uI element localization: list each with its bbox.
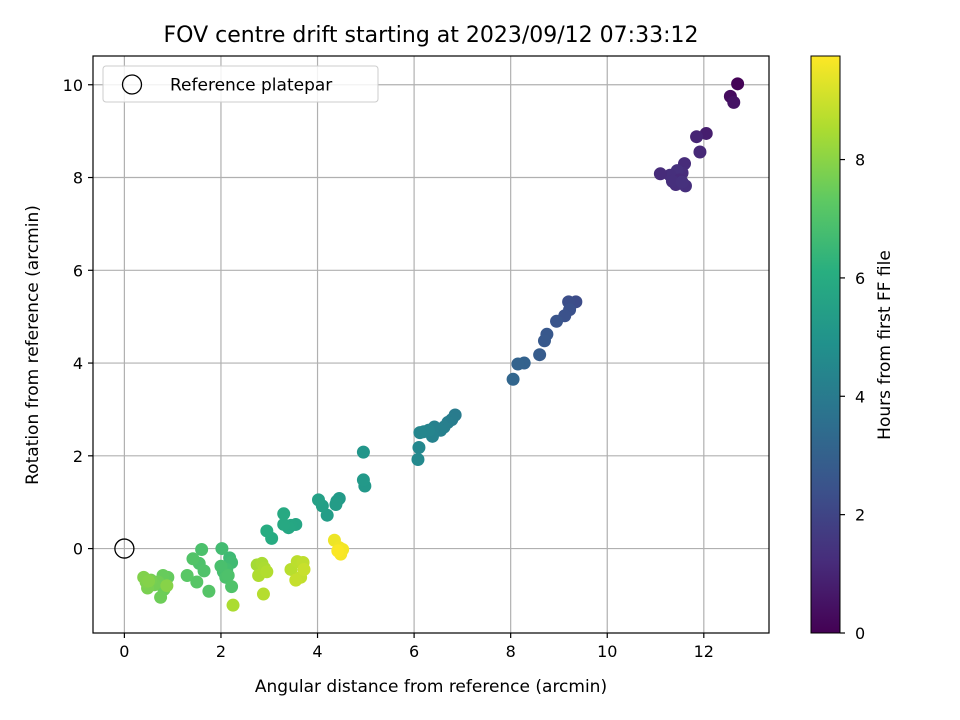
colorbar-tick-label: 4 (855, 387, 865, 406)
x-tick-label: 10 (597, 642, 617, 661)
scatter-point (214, 559, 228, 573)
scatter-point (256, 587, 270, 601)
scatter-point (202, 584, 216, 598)
scatter-point (277, 517, 291, 531)
scatter-point (154, 590, 168, 604)
scatter-point (329, 498, 343, 512)
scatter-point (180, 568, 194, 582)
scatter-point (197, 564, 211, 578)
scatter-point (731, 77, 745, 91)
scatter-point (413, 426, 427, 440)
scatter-point (311, 493, 325, 507)
scatter-point (411, 453, 425, 467)
legend: Reference platepar (102, 65, 379, 103)
x-tick-label: 4 (312, 642, 322, 661)
scatter-point (277, 507, 291, 521)
scatter-point (221, 568, 235, 582)
scatter-point (506, 372, 520, 386)
x-tick-label: 0 (119, 642, 129, 661)
scatter-point (665, 174, 679, 188)
y-axis-ticks: 0 2 4 6 8 10 (63, 76, 93, 559)
colorbar-tick-label: 6 (855, 269, 865, 288)
y-tick-label: 10 (63, 76, 83, 95)
y-tick-label: 0 (73, 540, 83, 559)
scatter-point (195, 543, 209, 557)
chart-title: FOV centre drift starting at 2023/09/12 … (164, 23, 699, 48)
scatter-point (412, 440, 426, 454)
scatter-point (142, 574, 156, 588)
scatter-point (511, 357, 525, 371)
scatter-point (289, 573, 303, 587)
y-axis-label: Rotation from reference (arcmin) (23, 205, 43, 485)
x-tick-label: 2 (216, 642, 226, 661)
colorbar-label: Hours from first FF file (875, 250, 895, 440)
y-tick-label: 6 (73, 261, 83, 280)
scatter-point (331, 544, 345, 558)
scatter-point (693, 145, 707, 159)
x-tick-label: 12 (694, 642, 714, 661)
scatter-point (260, 565, 274, 579)
legend-box (102, 65, 379, 103)
scatter-point (533, 348, 547, 362)
plot-area-frame (92, 55, 770, 634)
x-tick-label: 8 (506, 642, 516, 661)
scatter-point (550, 314, 564, 328)
reference-platepar-point (114, 538, 135, 559)
scatter-point (537, 334, 551, 348)
scatter-point (186, 552, 200, 566)
x-tick-label: 6 (409, 642, 419, 661)
y-tick-label: 8 (73, 169, 83, 188)
scatter-point (215, 542, 229, 556)
x-axis-label: Angular distance from reference (arcmin) (255, 677, 607, 697)
scatter-point (226, 598, 240, 612)
scatter-point (356, 445, 370, 459)
colorbar-gradient (810, 55, 841, 634)
scatter-point (190, 575, 204, 589)
colorbar-tick-label: 8 (855, 151, 865, 170)
legend-marker-open-circle (121, 74, 143, 95)
scatter-point (297, 562, 311, 576)
x-axis-ticks: 0 2 4 6 8 10 12 (119, 633, 714, 661)
scatter-point (675, 175, 689, 189)
y-tick-label: 2 (73, 447, 83, 466)
scatter-point (160, 579, 174, 593)
colorbar: 0 2 4 6 8 Hours from first FF file (810, 55, 895, 643)
scatter-point (356, 473, 370, 487)
scatter-point (653, 167, 667, 181)
scatter-point (727, 95, 741, 109)
y-tick-label: 4 (73, 354, 83, 373)
scatter-point (690, 130, 704, 144)
scatter-point (225, 580, 239, 594)
reference-marker (114, 538, 135, 559)
scatter-point (260, 524, 274, 538)
colorbar-ticks: 0 2 4 6 8 (840, 151, 865, 643)
colorbar-tick-label: 2 (855, 506, 865, 525)
grid-lines (93, 56, 769, 633)
legend-label-reference-platepar: Reference platepar (170, 76, 332, 96)
colorbar-tick-label: 0 (855, 624, 865, 643)
scatter-points (137, 77, 745, 612)
